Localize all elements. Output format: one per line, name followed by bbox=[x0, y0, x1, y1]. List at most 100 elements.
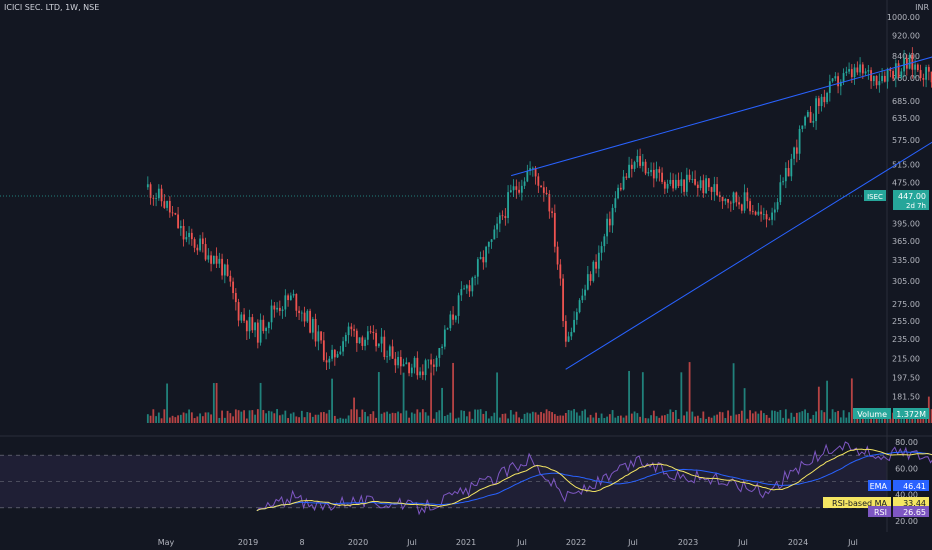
volume-bar bbox=[298, 417, 300, 423]
candle-body bbox=[518, 189, 520, 193]
candle-body bbox=[663, 181, 666, 189]
rsi-tick-label: 80.00 bbox=[895, 438, 918, 447]
volume-bar bbox=[556, 415, 559, 423]
volume-bar bbox=[740, 410, 743, 423]
candle-body bbox=[826, 92, 828, 103]
candle-body bbox=[405, 362, 408, 365]
candle-body bbox=[801, 125, 804, 129]
volume-bar bbox=[639, 416, 641, 423]
candle-body bbox=[837, 76, 839, 87]
candle-body bbox=[328, 358, 331, 363]
volume-bar bbox=[567, 409, 570, 423]
candle-body bbox=[699, 180, 702, 189]
volume-bar bbox=[460, 410, 463, 423]
candle-body bbox=[784, 168, 787, 182]
rsi-ema-line bbox=[256, 451, 932, 512]
volume-bar bbox=[317, 414, 320, 423]
candle-body bbox=[298, 310, 300, 314]
candle-body bbox=[611, 207, 614, 226]
candle-body bbox=[729, 202, 732, 204]
candle-body bbox=[545, 192, 548, 195]
volume-bar bbox=[490, 416, 493, 423]
volume-bar bbox=[837, 410, 839, 423]
candle-body bbox=[229, 275, 232, 282]
volume-bar bbox=[204, 412, 207, 423]
candle-body bbox=[738, 202, 740, 205]
volume-bar bbox=[190, 412, 193, 423]
volume-bar bbox=[573, 409, 575, 423]
volume-bar bbox=[636, 413, 639, 423]
candle-body bbox=[817, 98, 820, 107]
candle-body bbox=[751, 211, 754, 212]
candle-body bbox=[507, 192, 509, 218]
volume-bar bbox=[157, 412, 160, 423]
candle-body bbox=[850, 69, 853, 78]
candle-body bbox=[853, 67, 856, 78]
candle-body bbox=[735, 192, 738, 203]
volume-bar bbox=[438, 410, 441, 423]
rsi-tick-label: 20.00 bbox=[895, 517, 918, 526]
rsi-ma-tag-name-bg bbox=[823, 497, 891, 508]
candle-body bbox=[595, 261, 597, 269]
candle-body bbox=[617, 187, 619, 199]
candle-body bbox=[278, 307, 281, 311]
volume-bar bbox=[529, 413, 531, 423]
trendline bbox=[511, 56, 932, 177]
candle-body bbox=[842, 73, 845, 82]
volume-bar bbox=[287, 418, 289, 423]
volume-bar bbox=[644, 418, 647, 423]
rsi-ma-tag-name: RSI-based MA bbox=[832, 499, 887, 508]
candle-body bbox=[680, 179, 683, 186]
candle-body bbox=[828, 81, 831, 93]
volume-bar bbox=[465, 416, 468, 423]
candle-body bbox=[768, 219, 771, 221]
volume-bar bbox=[570, 410, 573, 423]
candle-body bbox=[641, 161, 644, 166]
candle-body bbox=[364, 339, 366, 346]
candle-body bbox=[336, 354, 339, 358]
volume-bar bbox=[322, 411, 325, 423]
candle-body bbox=[471, 277, 474, 292]
volume-bar bbox=[399, 413, 402, 423]
candle-body bbox=[674, 179, 677, 189]
candle-body bbox=[188, 232, 190, 238]
candle-body bbox=[438, 348, 441, 358]
candle-body bbox=[622, 176, 625, 190]
candle-body bbox=[685, 174, 688, 192]
candle-body bbox=[372, 331, 375, 334]
candle-body bbox=[342, 341, 344, 352]
volume-bar bbox=[443, 416, 446, 423]
candle-body bbox=[652, 169, 655, 179]
candle-body bbox=[182, 225, 185, 240]
candle-body bbox=[482, 256, 485, 263]
price-tick-label: 255.00 bbox=[892, 317, 920, 326]
volume-bar bbox=[234, 409, 237, 423]
volume-bar bbox=[375, 417, 377, 423]
volume-bar bbox=[768, 417, 771, 423]
time-tick-label: Jul bbox=[847, 538, 858, 547]
volume-bar bbox=[628, 370, 630, 423]
candle-body bbox=[201, 238, 204, 245]
candle-body bbox=[718, 195, 721, 198]
candle-body bbox=[914, 64, 916, 70]
volume-bar bbox=[790, 412, 793, 423]
volume-bar bbox=[427, 415, 430, 423]
volume-bar bbox=[666, 413, 669, 423]
volume-bar bbox=[201, 416, 204, 423]
candle-body bbox=[575, 312, 578, 320]
volume-bar bbox=[674, 410, 677, 423]
volume-bar bbox=[405, 410, 408, 423]
volume-bar bbox=[210, 414, 212, 423]
volume-bar bbox=[256, 409, 259, 423]
candle-body bbox=[633, 162, 636, 169]
volume-bar bbox=[581, 410, 584, 423]
candle-body bbox=[460, 289, 463, 296]
candle-body bbox=[397, 356, 399, 366]
candle-body bbox=[361, 337, 364, 346]
volume-bar bbox=[916, 418, 919, 423]
volume-bar bbox=[504, 413, 507, 423]
candle-body bbox=[806, 111, 809, 117]
volume-bar bbox=[364, 411, 366, 423]
candle-body bbox=[251, 317, 254, 331]
